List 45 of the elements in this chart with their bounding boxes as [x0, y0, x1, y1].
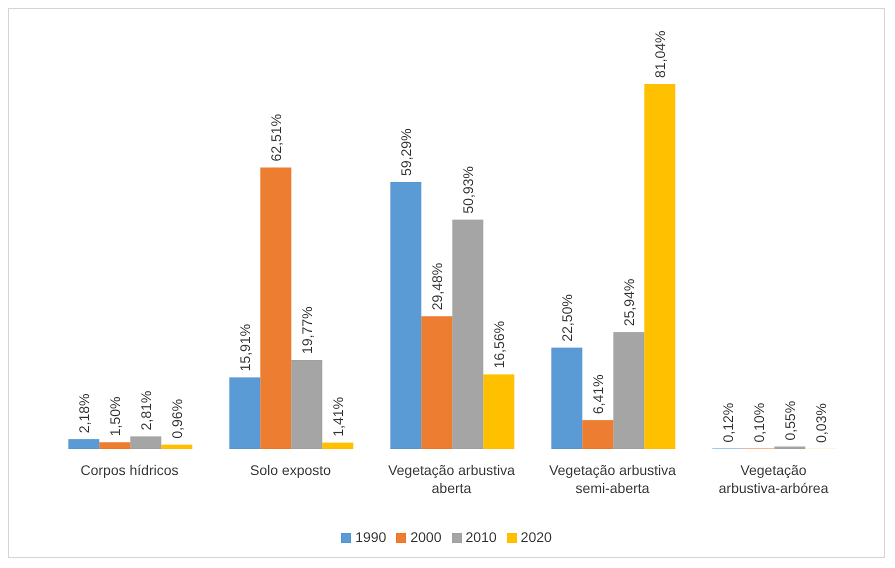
legend-label: 2010 [466, 529, 497, 545]
bar [260, 167, 292, 449]
data-label: 2,81% [138, 390, 154, 430]
x-tick-label: Vegetação arbustiva aberta [388, 462, 516, 496]
bar [291, 360, 322, 449]
legend-label: 2000 [410, 529, 442, 545]
bar [229, 377, 260, 449]
bar [644, 84, 676, 449]
data-label: 6,41% [590, 374, 606, 414]
data-label: 59,29% [398, 128, 414, 176]
bar [99, 442, 130, 449]
x-tick-label: Solo exposto [250, 462, 332, 478]
x-tick-label: Vegetação arbustiva semi-aberta [549, 462, 676, 496]
bar [452, 220, 484, 449]
bar [161, 444, 192, 449]
data-label: 1,50% [106, 396, 123, 436]
bar [322, 442, 354, 449]
legend-label: 1990 [355, 529, 386, 545]
bar [613, 332, 644, 449]
bar [421, 316, 452, 449]
data-label: 0,10% [750, 402, 767, 443]
data-label: 0,03% [812, 403, 829, 443]
data-label: 16,56% [490, 320, 507, 368]
legend-label: 2020 [520, 529, 552, 545]
bar [551, 348, 582, 449]
data-label: 19,77% [298, 306, 315, 354]
data-label: 22,50% [558, 294, 575, 342]
data-label: 0,12% [720, 402, 736, 442]
data-label: 50,93% [460, 166, 476, 214]
bar [390, 182, 422, 449]
data-label: 62,51% [268, 114, 284, 162]
bar [130, 436, 162, 449]
data-label: 25,94% [620, 278, 637, 326]
data-label: 29,48% [428, 262, 445, 310]
bar [582, 420, 614, 449]
bar [483, 374, 514, 449]
bar [68, 439, 100, 449]
data-label: 81,04% [652, 30, 668, 78]
x-tick-label: Corpos hídricos [80, 462, 179, 478]
data-label: 15,91% [236, 324, 253, 372]
x-tick-label: Vegetação arbustiva-arbórea [718, 462, 829, 496]
data-label: 0,96% [168, 398, 185, 439]
data-label: 2,18% [76, 393, 92, 434]
data-label: 0,55% [782, 400, 798, 441]
data-label: 1,41% [330, 396, 346, 437]
